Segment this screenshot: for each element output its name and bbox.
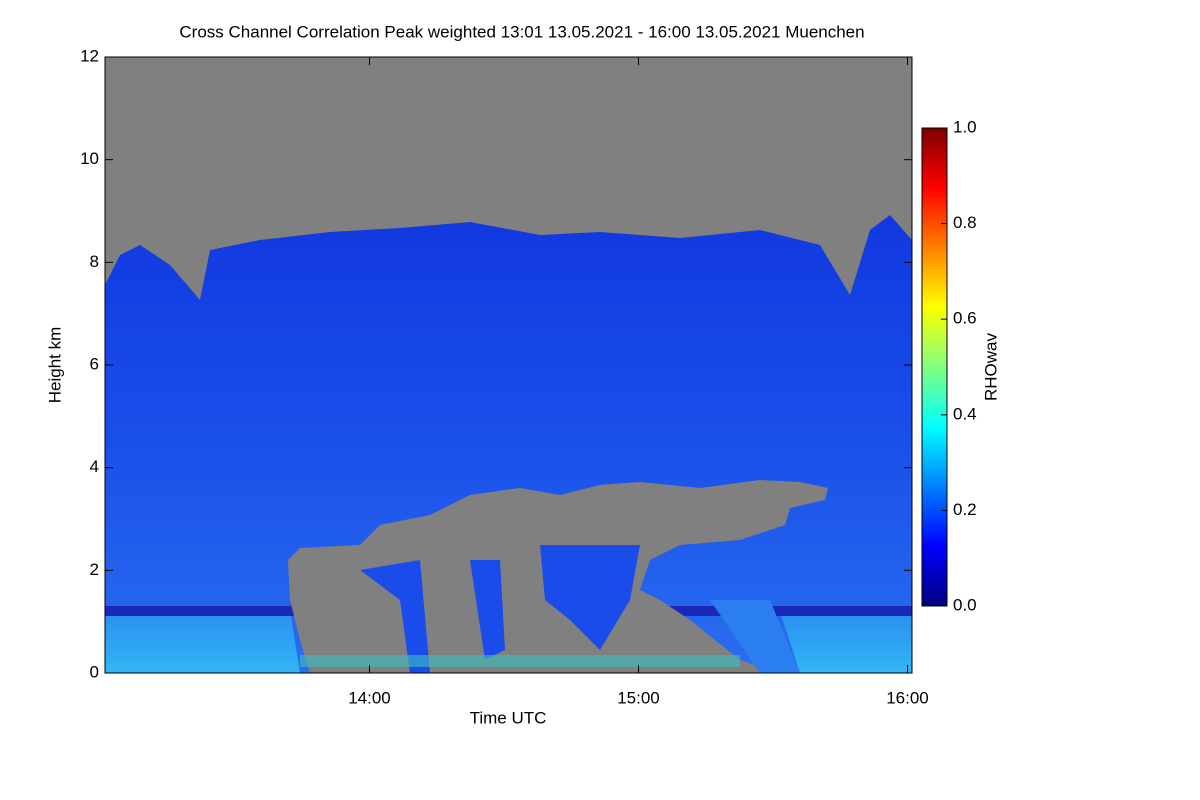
near-ground-layer — [780, 612, 912, 673]
heatmap — [105, 57, 912, 673]
signal-streak — [710, 600, 800, 673]
colorbar-tick-label: 0.4 — [953, 404, 977, 423]
y-axis-label: Height km — [45, 327, 64, 404]
y-tick-label: 0 — [90, 662, 99, 681]
colorbar-tick-label: 0.2 — [953, 500, 977, 519]
y-tick-label: 6 — [90, 354, 99, 373]
y-tick-label: 12 — [80, 46, 99, 65]
y-tick-label: 8 — [90, 252, 99, 271]
colorbar-tick-label: 0.6 — [953, 309, 977, 328]
colorbar-tick-label: 1.0 — [953, 117, 977, 136]
surface-echo — [300, 655, 740, 667]
signal-streak — [470, 560, 505, 660]
x-axis-label: Time UTC — [470, 708, 547, 727]
signal-streak — [360, 560, 430, 673]
x-tick-label: 14:00 — [348, 688, 391, 707]
colorbar-label: RHOwav — [981, 332, 1000, 401]
x-tick-label: 16:00 — [886, 688, 929, 707]
colorbar-tick-label: 0.0 — [953, 595, 977, 614]
signal-streak — [540, 545, 640, 650]
y-tick-label: 2 — [90, 560, 99, 579]
y-tick-label: 10 — [80, 149, 99, 168]
y-tick-label: 4 — [90, 457, 99, 476]
colorbar — [921, 127, 948, 607]
chart-title: Cross Channel Correlation Peak weighted … — [179, 22, 864, 41]
near-ground-layer — [105, 610, 300, 673]
x-tick-label: 15:00 — [617, 688, 660, 707]
colorbar-tick-label: 0.8 — [953, 213, 977, 232]
